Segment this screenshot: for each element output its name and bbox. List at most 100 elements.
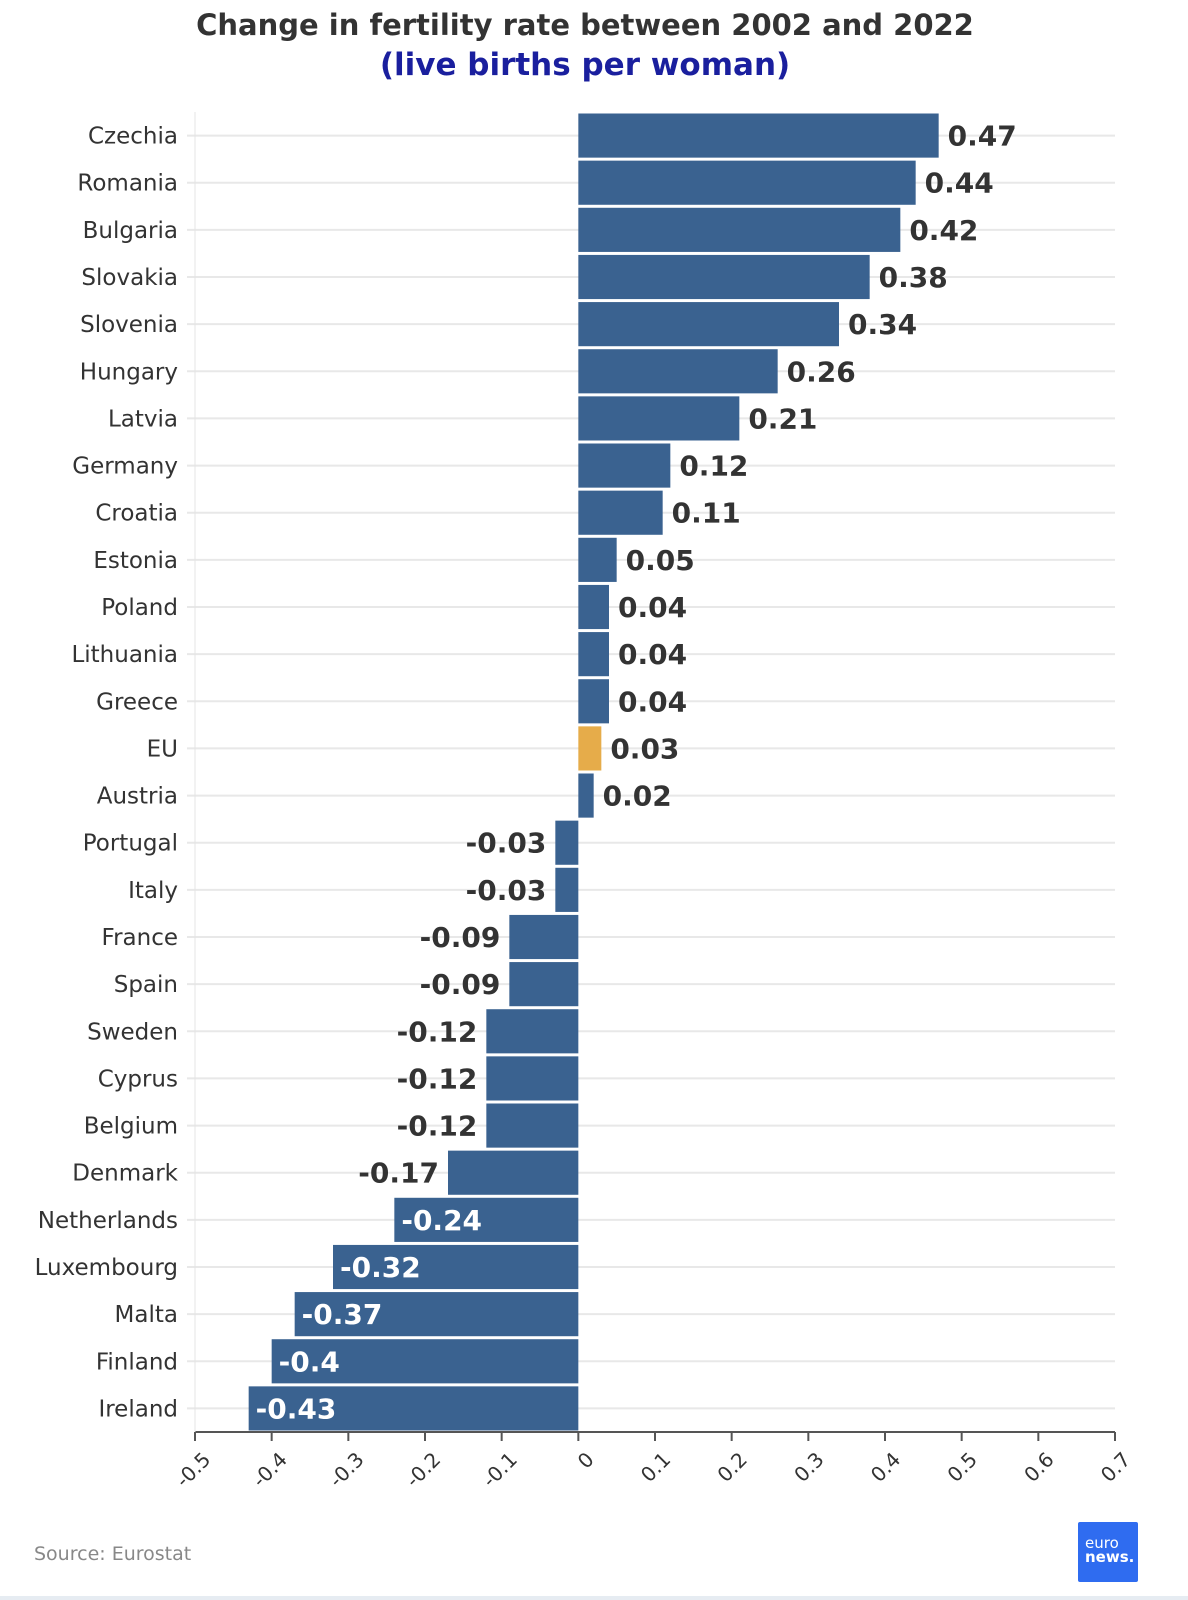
x-tick-label: -0.3 [324,1447,369,1492]
value-label: 0.04 [618,591,687,624]
logo-text-bottom: news. [1085,1548,1135,1566]
bar-italy [555,867,579,912]
value-label: -0.37 [302,1298,383,1331]
source-note: Source: Eurostat [34,1543,192,1565]
bar-bulgaria [578,207,901,252]
category-label: Czechia [88,124,178,150]
bar-eu [578,726,602,771]
bar-estonia [578,537,617,582]
category-label: Belgium [84,1114,178,1140]
value-label: 0.05 [626,544,695,577]
bar-austria [578,773,594,818]
category-label: Slovenia [80,312,178,338]
category-label: Germany [72,454,178,480]
bar-romania [578,160,916,205]
value-label: 0.04 [618,638,687,671]
category-label: Hungary [80,359,178,385]
category-label: Romania [77,171,178,197]
value-label: 0.12 [679,450,748,483]
value-label: 0.47 [948,120,1017,153]
bars [248,113,939,1431]
category-label: France [102,925,178,951]
value-label: 0.04 [618,685,687,718]
bar-luxembourg [333,1244,579,1290]
category-label: Greece [96,689,178,715]
bar-malta [294,1292,579,1337]
category-label: Malta [115,1302,178,1328]
value-label: 0.42 [909,214,978,247]
category-label: Bulgaria [83,218,178,244]
value-label: -0.12 [397,1015,478,1048]
bar-slovakia [578,254,870,300]
value-label: 0.34 [848,308,917,341]
category-label: Estonia [93,548,178,574]
bar-france [509,914,579,960]
value-label: 0.44 [925,167,994,200]
logo-text-top: euro [1085,1534,1119,1552]
bar-latvia [578,396,740,441]
bar-cyprus [486,1056,579,1101]
category-label: Ireland [98,1396,178,1422]
category-label: Italy [128,878,178,904]
x-tick-label: -0.2 [401,1447,446,1492]
category-label: Latvia [108,406,178,432]
value-label: -0.12 [397,1110,478,1143]
category-label: Austria [97,784,178,810]
value-label: -0.17 [358,1157,439,1190]
bar-sweden [486,1009,579,1054]
euronews-logo: euro news. [1078,1522,1138,1582]
category-label: Cyprus [98,1066,178,1092]
value-label: -0.4 [279,1345,340,1378]
category-label: Luxembourg [35,1255,178,1281]
value-label: -0.32 [340,1251,421,1284]
value-label: 0.03 [610,732,679,765]
value-label: -0.43 [256,1392,337,1425]
x-tick-label: -0.4 [247,1447,292,1492]
bar-finland [271,1339,579,1384]
bar-netherlands [394,1197,579,1242]
bar-slovenia [578,302,839,347]
x-tick-label: 0.6 [1019,1447,1058,1486]
bar-portugal [555,820,579,865]
value-label: -0.24 [401,1204,482,1237]
bar-croatia [578,490,663,535]
bar-hungary [578,349,778,394]
value-label: 0.38 [879,261,948,294]
bar-chart: 0.47 0.44 0.42 0.38 0.34 0.26 0.210.12 0.11 0.05… [35,112,1135,1492]
category-labels: Czechia Romania Bulgaria Slovakia Slovenia Hu… [35,124,179,1423]
value-label: -0.12 [397,1062,478,1095]
value-label: 0.21 [748,402,817,435]
bar-belgium [486,1103,579,1148]
x-tick-label: 0.5 [942,1447,981,1486]
x-tick-label: 0 [573,1447,599,1473]
x-tick-label: 0.2 [712,1447,751,1486]
category-label: Netherlands [38,1208,178,1234]
bar-spain [509,962,579,1007]
category-label: Finland [96,1349,178,1375]
x-tick-label: 0.3 [789,1447,828,1486]
category-label: Spain [114,972,178,998]
category-label: Slovakia [81,265,178,291]
category-label: Croatia [95,501,178,527]
x-tick-label: -0.1 [477,1447,522,1492]
x-tick-label: -0.5 [171,1447,216,1492]
bar-lithuania [578,632,609,677]
category-label: Denmark [72,1161,178,1187]
bottom-divider [0,1596,1188,1600]
value-label: -0.09 [420,968,501,1001]
bar-greece [578,679,609,724]
bar-poland [578,584,609,630]
value-label: 0.26 [787,355,856,388]
value-label: 0.11 [672,497,741,530]
value-label: -0.03 [466,874,547,907]
value-label: 0.02 [603,780,672,813]
value-label: -0.09 [420,921,501,954]
value-label: -0.03 [466,827,547,860]
chart-title: Change in fertility rate between 2002 an… [196,8,974,42]
category-label: Lithuania [71,642,178,668]
category-label: Poland [101,595,178,621]
x-tick-label: 0.4 [866,1447,905,1486]
bar-ireland [248,1386,579,1431]
bar-denmark [448,1150,579,1195]
x-tick-label: 0.1 [636,1447,675,1486]
